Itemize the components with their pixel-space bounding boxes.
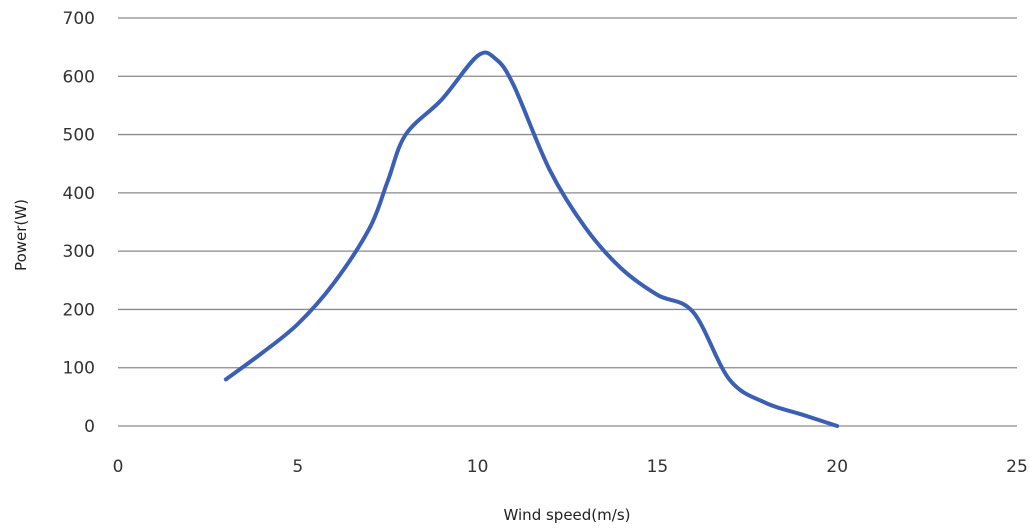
x-tick-label: 25 [1006, 457, 1028, 477]
x-tick-labels: 0 5 10 15 20 25 [113, 457, 1028, 477]
x-axis-title: Wind speed(m/s) [504, 506, 631, 524]
y-tick-label: 200 [63, 300, 95, 320]
x-tick-label: 10 [467, 457, 489, 477]
x-tick-label: 5 [292, 457, 303, 477]
x-tick-label: 0 [113, 457, 124, 477]
y-tick-label: 600 [63, 67, 95, 87]
y-tick-label: 0 [84, 417, 95, 437]
y-axis-title: Power(W) [12, 199, 30, 271]
x-tick-label: 15 [647, 457, 669, 477]
y-tick-label: 500 [63, 126, 95, 146]
power-curve-line [223, 50, 840, 428]
grid-lines [118, 17, 1017, 427]
y-tick-label: 300 [63, 242, 95, 262]
y-tick-label: 700 [63, 9, 95, 29]
y-tick-label: 100 [63, 359, 95, 379]
y-tick-label: 400 [63, 184, 95, 204]
x-tick-label: 20 [826, 457, 848, 477]
y-tick-labels: 0 100 200 300 400 500 600 700 [63, 9, 95, 437]
series-group [223, 50, 840, 428]
